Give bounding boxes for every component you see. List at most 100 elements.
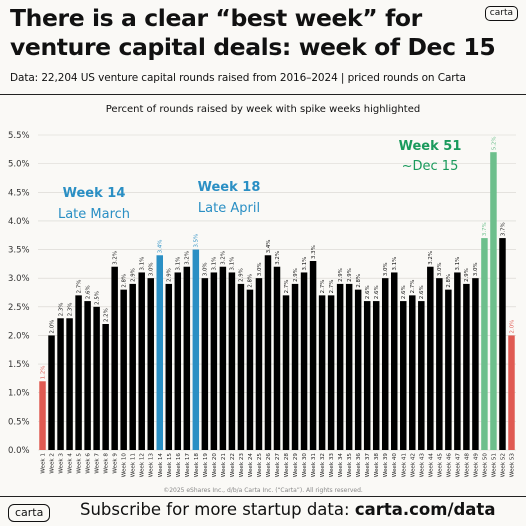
x-tick-label: Week 20 <box>212 453 218 478</box>
bar-value-label: 2.7% <box>284 280 290 294</box>
bar-value-label: 3.0% <box>383 262 389 276</box>
bar-value-label: 3.0% <box>203 262 209 276</box>
bar-value-label: 2.7% <box>410 280 416 294</box>
x-tick-label: Week 5 <box>77 453 83 474</box>
y-tick-label: 3.5% <box>8 246 30 256</box>
footer-cta-text: Subscribe for more startup data: <box>80 500 355 519</box>
x-tick-label: Week 22 <box>230 453 236 477</box>
bar-value-label: 2.8% <box>248 274 254 288</box>
bar <box>445 289 452 450</box>
bar-value-label: 3.7% <box>500 222 506 236</box>
y-tick-label: 2.0% <box>8 331 30 341</box>
bar <box>282 295 290 450</box>
x-tick-label: Week 10 <box>122 453 128 478</box>
bar <box>129 283 136 450</box>
bar-value-label: 3.0% <box>257 262 263 276</box>
x-tick-label: Week 42 <box>410 453 416 477</box>
bar <box>201 278 209 450</box>
x-tick-label: Week 24 <box>248 453 254 478</box>
x-tick-label: Week 33 <box>329 453 335 478</box>
y-tick-label: 4.5% <box>8 188 30 198</box>
bar <box>93 306 100 450</box>
chart-title: Percent of rounds raised by week with sp… <box>106 104 420 115</box>
x-tick-label: Week 12 <box>140 453 146 477</box>
bar <box>481 238 488 450</box>
bar-value-label: 2.7% <box>76 280 82 294</box>
x-tick-label: Week 35 <box>347 453 353 478</box>
x-tick-label: Week 45 <box>437 453 443 478</box>
bar <box>418 301 425 450</box>
annotation-title: Week 14 <box>63 186 126 201</box>
x-tick-label: Week 40 <box>392 453 398 478</box>
y-tick-label: 4.0% <box>8 217 30 227</box>
bar <box>472 278 479 450</box>
footer-cta: Subscribe for more startup data: carta.c… <box>80 500 495 519</box>
y-tick-label: 5.5% <box>8 131 30 141</box>
bar-value-label: 2.9% <box>239 268 245 282</box>
x-tick-label: Week 37 <box>365 453 371 478</box>
x-tick-label: Week 38 <box>374 453 380 478</box>
bar-value-label: 2.3% <box>67 303 73 317</box>
annotation-title: Week 18 <box>198 180 261 195</box>
x-tick-label: Week 3 <box>59 453 65 474</box>
x-tick-label: Week 53 <box>509 453 515 478</box>
x-tick-label: Week 46 <box>446 453 452 478</box>
bar <box>499 238 506 450</box>
x-tick-label: Week 39 <box>383 453 389 478</box>
bar <box>192 249 200 450</box>
bar-value-label: 2.2% <box>103 308 109 322</box>
x-tick-label: Week 4 <box>68 453 74 474</box>
bar <box>273 266 281 450</box>
x-tick-label: Week 19 <box>203 453 209 478</box>
bar <box>48 335 55 450</box>
x-tick-label: Week 41 <box>401 453 407 478</box>
x-tick-label: Week 49 <box>473 453 479 478</box>
bar-value-label: 3.7% <box>482 222 488 236</box>
bar-value-label: 3.1% <box>176 257 182 271</box>
bar <box>345 283 353 450</box>
bar <box>264 255 272 450</box>
bar-value-label: 3.2% <box>185 251 191 265</box>
bar-value-label: 2.6% <box>401 285 407 299</box>
x-tick-label: Week 44 <box>428 453 434 478</box>
title-line-1: There is a clear “best week” for <box>10 4 422 32</box>
bar <box>228 272 236 450</box>
bar-value-label: 3.4% <box>158 240 164 254</box>
bar <box>381 278 389 450</box>
bar-value-label: 2.9% <box>167 268 173 282</box>
bar-value-label: 2.8% <box>121 274 127 288</box>
source-note: Data: 22,204 US venture capital rounds r… <box>10 72 466 84</box>
bar-value-label: 2.5% <box>94 291 100 305</box>
bar-value-label: 3.4% <box>266 240 272 254</box>
bar-value-label: 3.1% <box>302 257 308 271</box>
bar <box>436 278 443 450</box>
bar-value-label: 3.0% <box>149 262 155 276</box>
bar <box>255 278 263 450</box>
x-tick-label: Week 18 <box>194 453 200 478</box>
footer-carta-logo[interactable]: carta <box>8 504 51 522</box>
y-tick-label: 1.5% <box>8 360 30 370</box>
annotation-title: Week 51 <box>399 139 462 154</box>
bar-value-label: 3.2% <box>275 251 281 265</box>
bar-value-label: 2.9% <box>347 268 353 282</box>
bar-value-label: 5.2% <box>491 136 497 150</box>
x-tick-label: Week 48 <box>464 453 470 478</box>
x-tick-label: Week 23 <box>239 453 245 478</box>
x-tick-label: Week 16 <box>176 453 182 478</box>
bar-value-label: 2.9% <box>293 268 299 282</box>
bar <box>309 261 317 450</box>
carta-logo[interactable]: carta <box>484 6 518 21</box>
footer-link[interactable]: carta.com/data <box>354 500 496 519</box>
bar <box>138 272 145 450</box>
bar-value-label: 3.1% <box>230 257 236 271</box>
bar <box>210 272 218 450</box>
bar <box>237 283 245 450</box>
bar <box>463 283 470 450</box>
bar <box>300 272 308 450</box>
copyright-note: ©2025 eShares Inc., d/b/a Carta Inc. (“C… <box>163 487 363 494</box>
y-tick-label: 0.0% <box>8 446 30 456</box>
x-tick-label: Week 52 <box>500 453 506 477</box>
x-tick-label: Week 21 <box>221 453 227 478</box>
x-tick-label: Week 6 <box>86 453 92 474</box>
bar-value-label: 3.1% <box>455 257 461 271</box>
